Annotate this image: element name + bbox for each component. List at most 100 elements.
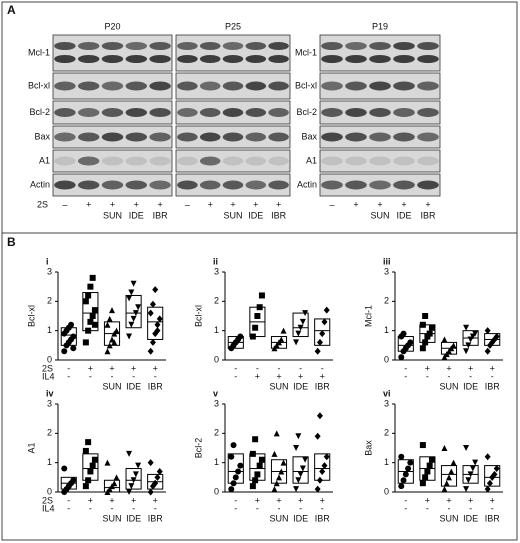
band: [77, 180, 100, 190]
point: [149, 300, 156, 308]
point: [91, 321, 98, 328]
band: [54, 108, 76, 117]
drug-label: IBR: [420, 210, 436, 220]
band: [77, 156, 100, 166]
point: [70, 477, 77, 484]
point: [256, 462, 263, 469]
point: [135, 304, 142, 311]
row-label: Actin: [30, 179, 50, 189]
point: [104, 321, 111, 328]
band: [321, 132, 343, 142]
point: [135, 462, 142, 469]
point: [106, 315, 113, 322]
point: [126, 333, 133, 340]
point: [280, 327, 287, 334]
y-tick-label: 0: [47, 354, 52, 364]
band: [149, 81, 171, 91]
band: [222, 132, 244, 142]
point: [228, 453, 235, 460]
sign: +: [298, 495, 303, 505]
band: [101, 42, 124, 50]
point: [230, 442, 237, 449]
point: [91, 307, 98, 314]
sign: +: [276, 199, 281, 209]
y-tick-label: 0: [384, 354, 389, 364]
point: [319, 467, 326, 475]
point: [252, 436, 259, 443]
row-label: Bax: [34, 131, 50, 141]
point: [249, 483, 256, 490]
band: [417, 108, 439, 117]
point: [147, 347, 154, 355]
band: [369, 108, 391, 117]
point: [126, 295, 133, 302]
point: [237, 333, 244, 340]
chart-label: ii: [213, 256, 218, 266]
band: [321, 180, 343, 190]
point: [273, 480, 280, 487]
y-tick-label: 2: [47, 296, 52, 306]
x-tick-label: IBR: [485, 513, 501, 523]
point: [426, 462, 433, 469]
band: [321, 42, 343, 50]
band: [417, 156, 439, 166]
point: [109, 307, 115, 314]
band: [369, 55, 391, 63]
row-label: 2S: [42, 363, 53, 373]
box: [292, 312, 309, 338]
point: [295, 433, 302, 440]
band: [321, 108, 343, 117]
point: [87, 468, 94, 475]
point: [316, 476, 323, 484]
x-tick-label: IBR: [315, 381, 331, 391]
band: [177, 108, 198, 117]
sign: -: [448, 371, 451, 381]
point: [85, 292, 92, 299]
point: [316, 338, 323, 346]
y-tick-label: 3: [47, 266, 52, 276]
point: [450, 342, 457, 349]
sign: -: [256, 503, 259, 513]
point: [154, 327, 161, 335]
point: [419, 345, 426, 352]
sign: +: [230, 199, 235, 209]
band: [345, 42, 367, 50]
row-label: Bax: [301, 131, 317, 141]
box: [125, 294, 142, 329]
point: [405, 465, 412, 472]
sign: -: [256, 363, 259, 373]
point: [235, 468, 242, 475]
point: [402, 471, 409, 478]
sign: +: [255, 495, 260, 505]
blot-title: P19: [372, 21, 388, 31]
sign: +: [446, 363, 451, 373]
blot-bg: [52, 34, 173, 72]
band: [54, 156, 76, 166]
band: [149, 180, 171, 190]
sign: +: [86, 199, 91, 209]
point: [467, 471, 474, 478]
sign: +: [157, 199, 162, 209]
point: [280, 459, 287, 466]
band: [321, 156, 343, 166]
point: [321, 462, 328, 470]
band: [222, 42, 244, 50]
sign: -: [404, 371, 407, 381]
row-label: Bcl-xl: [295, 80, 317, 90]
band: [222, 108, 244, 117]
point: [419, 442, 426, 449]
band: [222, 180, 244, 190]
point: [316, 412, 323, 420]
band: [177, 156, 198, 166]
y-tick-label: 3: [384, 398, 389, 408]
sign: +: [276, 371, 281, 381]
point: [70, 333, 77, 340]
band: [321, 55, 343, 63]
row-label: Actin: [297, 179, 317, 189]
point: [472, 459, 479, 466]
y-tick-label: 3: [47, 398, 52, 408]
point: [85, 327, 92, 334]
sign: -: [469, 503, 472, 513]
band: [125, 42, 148, 50]
point: [419, 480, 426, 487]
